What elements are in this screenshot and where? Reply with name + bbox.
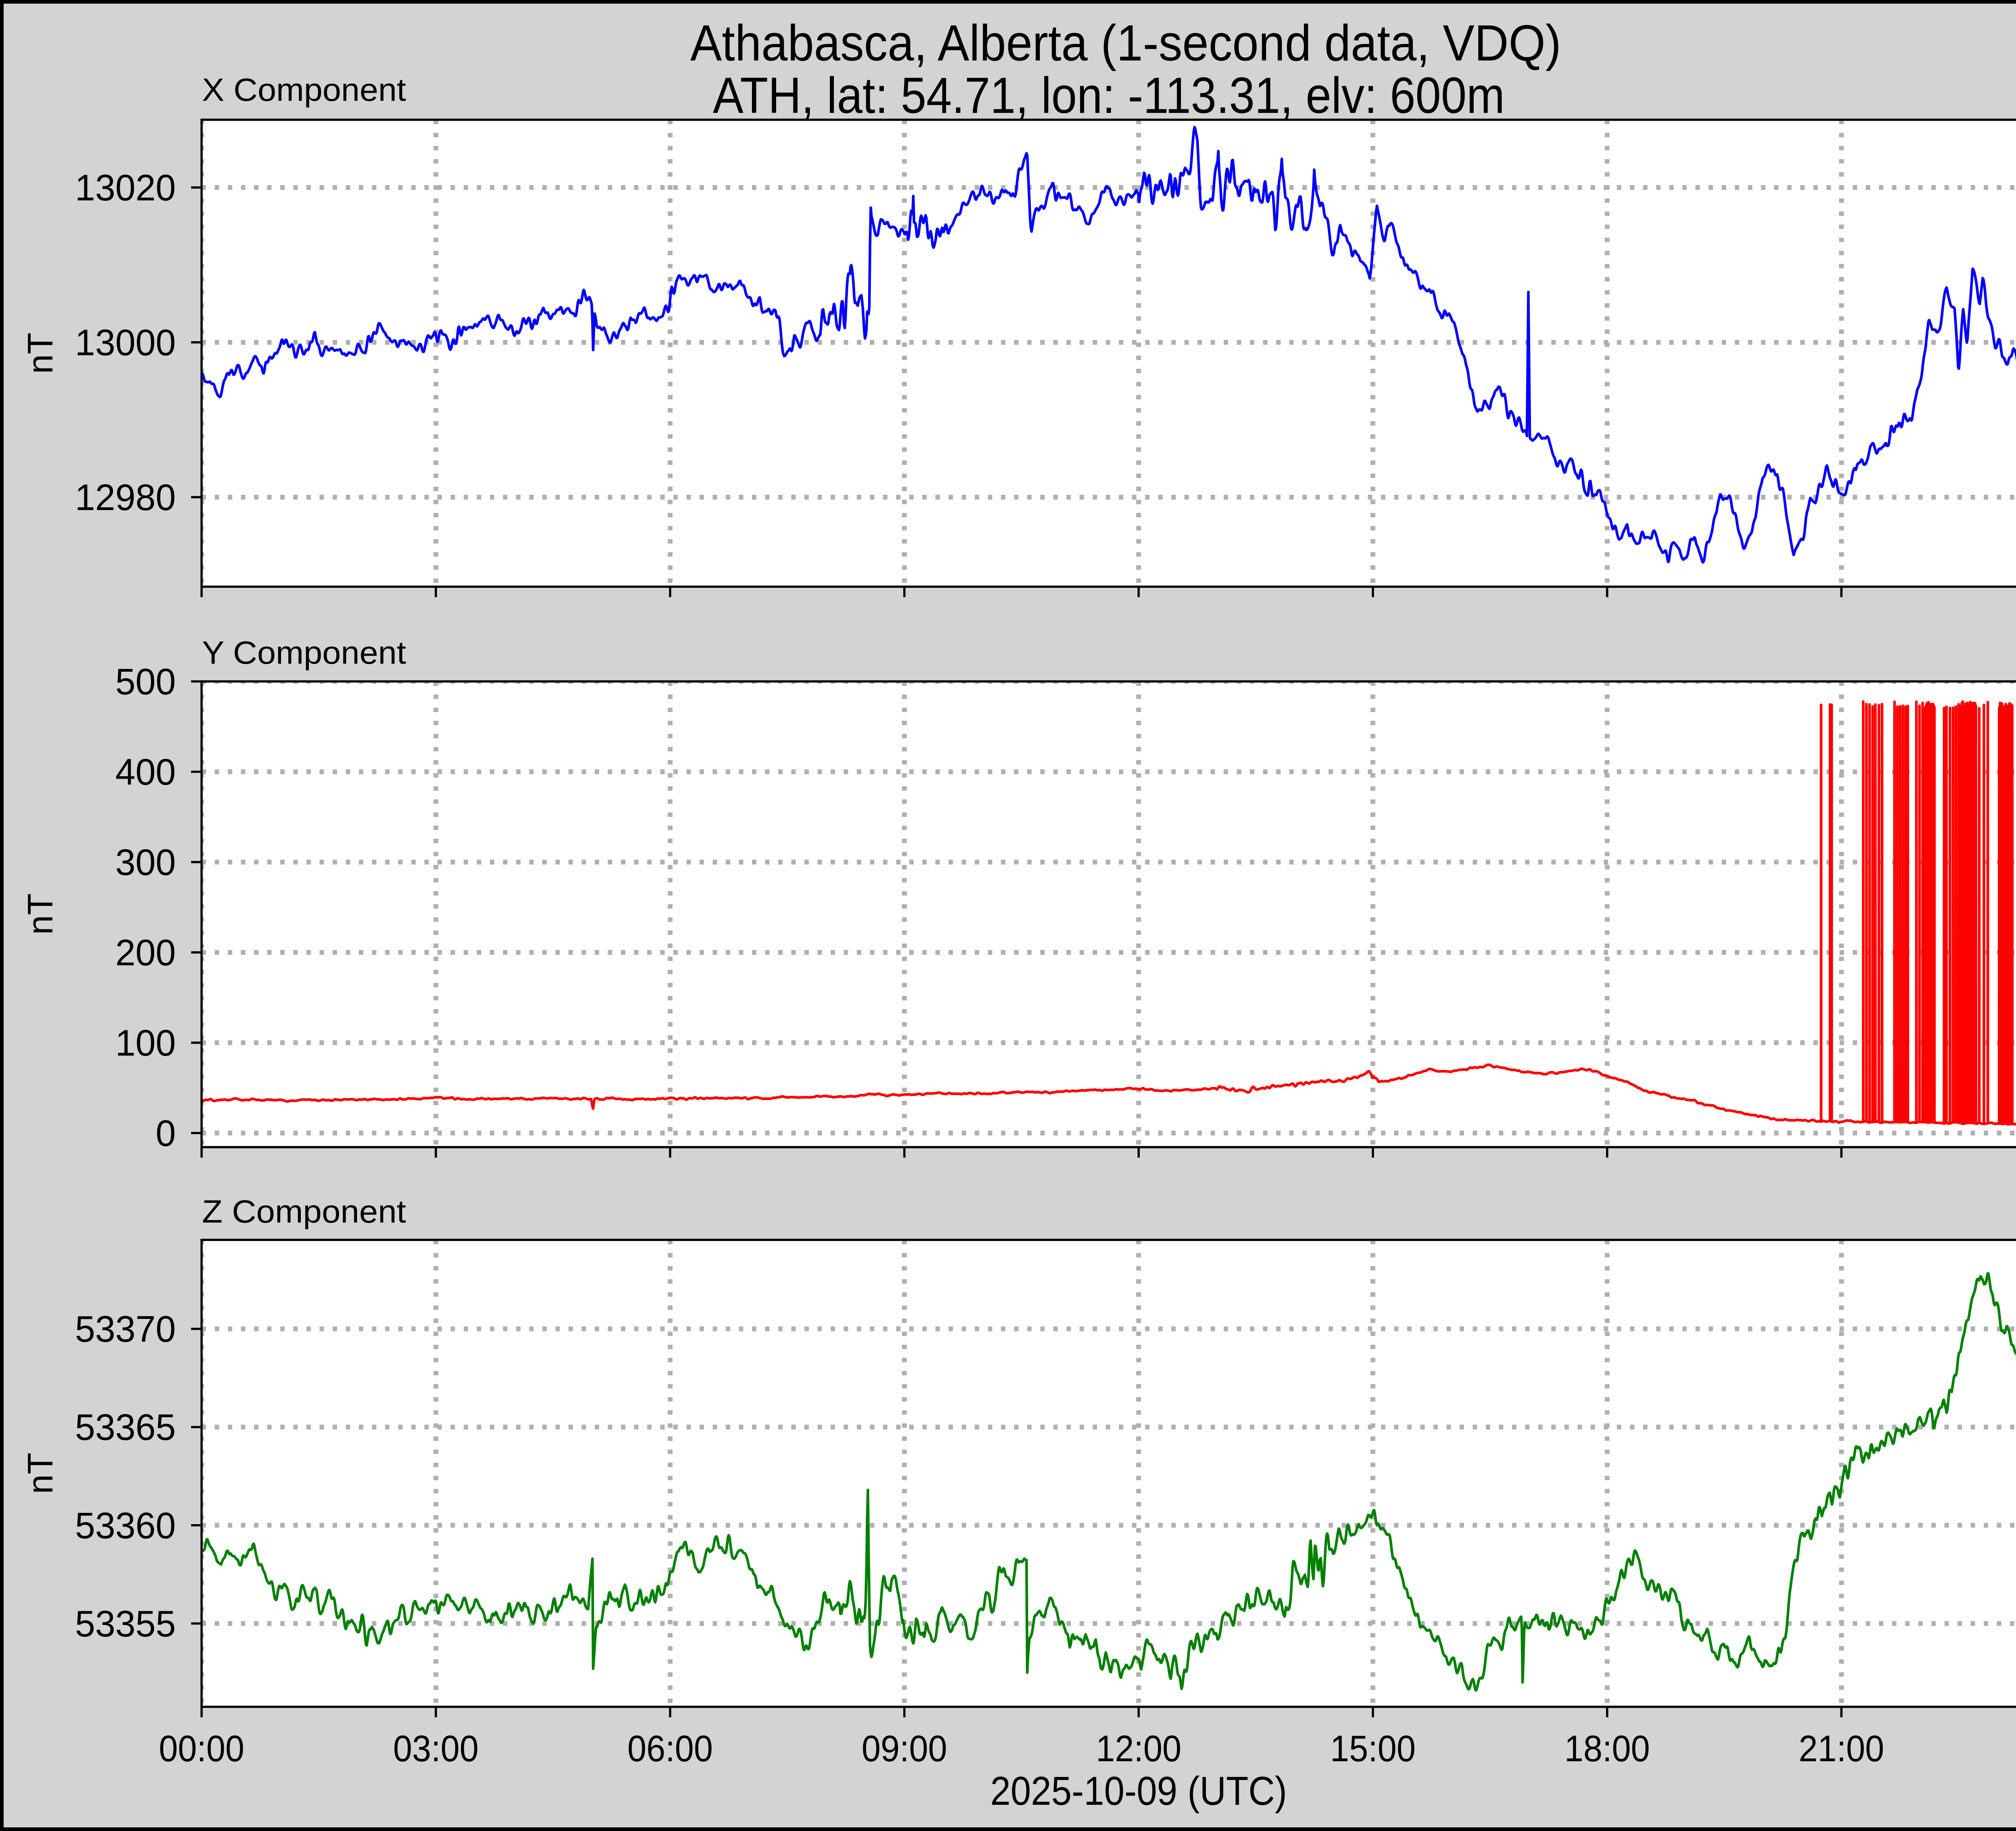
- svg-text:nT: nT: [20, 894, 60, 935]
- svg-text:00:00: 00:00: [159, 1728, 244, 1769]
- svg-text:300: 300: [115, 842, 176, 883]
- svg-text:13020: 13020: [75, 167, 176, 208]
- svg-text:ATH, lat: 54.71, lon: -113.31,: ATH, lat: 54.71, lon: -113.31, elv: 600m: [713, 67, 1505, 124]
- svg-text:03:00: 03:00: [393, 1728, 479, 1769]
- svg-text:53365: 53365: [75, 1407, 176, 1448]
- svg-text:nT: nT: [20, 333, 60, 374]
- svg-text:Z Component: Z Component: [202, 1194, 406, 1229]
- svg-text:Y Component: Y Component: [202, 635, 406, 671]
- svg-text:500: 500: [115, 661, 176, 702]
- svg-text:100: 100: [115, 1023, 176, 1064]
- svg-text:12980: 12980: [75, 477, 176, 518]
- svg-text:2025-10-09 (UTC): 2025-10-09 (UTC): [990, 1769, 1287, 1814]
- svg-text:Athabasca, Alberta (1-second d: Athabasca, Alberta (1-second data, VDQ): [690, 15, 1561, 71]
- svg-text:21:00: 21:00: [1799, 1728, 1884, 1769]
- svg-text:53370: 53370: [75, 1309, 176, 1350]
- svg-text:0: 0: [156, 1113, 176, 1154]
- svg-text:18:00: 18:00: [1564, 1728, 1650, 1769]
- svg-text:53360: 53360: [75, 1505, 176, 1546]
- svg-text:12:00: 12:00: [1096, 1728, 1181, 1769]
- svg-text:400: 400: [115, 752, 176, 793]
- svg-text:09:00: 09:00: [862, 1728, 947, 1769]
- svg-text:15:00: 15:00: [1330, 1728, 1416, 1769]
- svg-text:53355: 53355: [75, 1603, 176, 1644]
- svg-text:06:00: 06:00: [627, 1728, 713, 1769]
- svg-text:nT: nT: [20, 1453, 60, 1494]
- svg-text:13000: 13000: [75, 322, 176, 363]
- svg-text:200: 200: [115, 932, 176, 973]
- svg-text:X Component: X Component: [202, 72, 406, 108]
